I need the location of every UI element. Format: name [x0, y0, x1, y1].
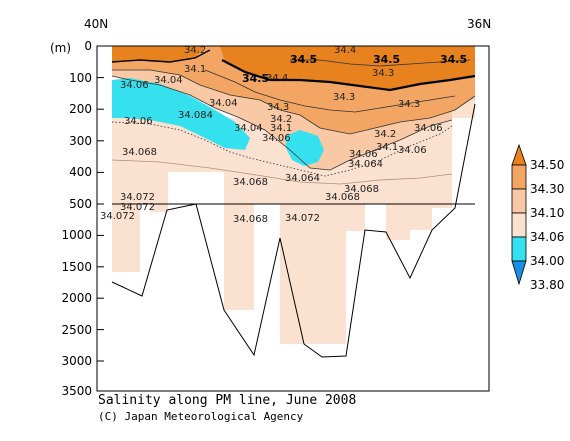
chart-credit: (C) Japan Meteorological Agency [98, 410, 304, 423]
contour-label: 34.04 [209, 98, 238, 109]
colorbar-band-34-30 [511, 164, 527, 190]
contour-label: 34.084 [178, 110, 213, 121]
fill-dark-orange-left [112, 46, 205, 62]
colorbar-label-34-10: 34.10 [530, 206, 564, 220]
contour-label: 34.072 [120, 192, 155, 203]
colorbar-cap-bottom [511, 260, 527, 286]
x-tick-right: 36N [467, 17, 491, 31]
fill-cyan-pool-left [112, 78, 250, 150]
contour-34-3 [112, 69, 476, 135]
contour-label: 34.1 [376, 142, 398, 153]
colorbar-band-34-06 [511, 212, 527, 238]
y-tick-label-0: 0 [84, 39, 92, 53]
colorbar-label-33-80: 33.80 [530, 278, 564, 292]
plot-frame [96, 45, 490, 392]
contour-label: 34.06 [120, 80, 149, 91]
colorbar-label-34-06: 34.06 [530, 230, 564, 244]
contour-label: 34.072 [100, 211, 135, 222]
fill-pale-lower-col7 [410, 204, 432, 230]
contour-label: 34.2 [270, 114, 292, 125]
y-tick-labels: 0 100 200 300 400 500 1000 1500 2000 250… [61, 39, 92, 398]
fill-pale-lower-col4 [280, 204, 346, 344]
y-tick-label-500: 500 [69, 197, 92, 211]
contour-label: 34.3 [267, 102, 289, 113]
contour-label: 34.072 [285, 213, 320, 224]
contour-label: 34.5 [242, 72, 269, 85]
contour-label: 34.06 [349, 149, 378, 160]
contour-label: 34.06 [414, 123, 443, 134]
colorbar-label-34-30: 34.30 [530, 182, 564, 196]
y-tick-label-3000: 3000 [61, 354, 92, 368]
colorbar-label-34-00: 34.00 [530, 254, 564, 268]
contour-label: 34.068 [122, 147, 157, 158]
colorbar-band-34-10 [511, 188, 527, 214]
contour-label: 34.2 [184, 45, 206, 56]
contour-34-4 [290, 59, 471, 67]
colorbar-cap-top [511, 143, 527, 166]
contour-label: 34.068 [325, 192, 360, 203]
bottom-topography [111, 103, 476, 358]
y-tick-label-300: 300 [69, 134, 92, 148]
contour-34-06-dotted [111, 121, 453, 177]
x-tick-left: 40N [84, 17, 108, 31]
y-tick-label-1500: 1500 [61, 260, 92, 274]
contour-label: 34.2 [374, 129, 396, 140]
contour-label: 34.5 [290, 53, 317, 66]
contour-label: 34.068 [233, 177, 268, 188]
contour-34-5 [221, 59, 476, 92]
contour-34-2 [204, 69, 456, 113]
contour-label: 34.04 [154, 75, 183, 86]
contour-label: 34.5 [373, 53, 400, 66]
contour-lines [111, 49, 476, 185]
y-tick-label-400: 400 [69, 165, 92, 179]
colorbar-band-34-00 [511, 236, 527, 262]
contour-label: 34.068 [233, 214, 268, 225]
y-tick-label-1000: 1000 [61, 228, 92, 242]
contour-34-068 [111, 159, 453, 185]
contour-34-1 [111, 75, 453, 171]
contour-label: 34.06 [398, 145, 427, 156]
colorbar-label-34-50: 34.50 [530, 158, 564, 172]
fill-cyan-pool-center [286, 130, 324, 166]
contour-labels: 34.2 34.4 34.5 34.5 34.5 34.1 34.3 34.5 … [100, 45, 467, 225]
salinity-fill-layers [112, 46, 475, 344]
contour-label: 34.064 [285, 173, 320, 184]
fill-blank-2 [254, 238, 280, 310]
contour-label: 34.1 [270, 123, 292, 134]
contour-label: 34.04 [234, 123, 263, 134]
contour-label: 34.072 [120, 202, 155, 213]
contour-label: 34.3 [333, 92, 355, 103]
contour-label: 34.06 [124, 116, 153, 127]
y-tick-label-100: 100 [69, 71, 92, 85]
fill-pale-lower-col2 [150, 204, 168, 212]
y-tick-label-3500: 3500 [61, 384, 92, 398]
contour-label: 34.4 [334, 45, 356, 56]
fill-pale-lower-col5 [346, 204, 365, 231]
y-tick-label-2500: 2500 [61, 323, 92, 337]
contour-label: 34.068 [344, 184, 379, 195]
contour-label: 34.5 [440, 53, 467, 66]
fill-pale-lower-col1 [112, 204, 140, 272]
contour-34-5-left [111, 49, 211, 63]
fill-pale-lower-col6 [386, 204, 410, 240]
y-axis-label: (m) [50, 41, 71, 55]
contour-label: 34.3 [372, 68, 394, 79]
y-tick-label-2000: 2000 [61, 291, 92, 305]
contour-label: 34.3 [398, 99, 420, 110]
fill-blank-1 [168, 172, 224, 204]
contour-label: 34.4 [266, 73, 288, 84]
fill-pale-lower-col3 [224, 204, 254, 310]
contour-label: 34.064 [348, 159, 383, 170]
contour-label: 34.06 [262, 133, 291, 144]
colorbar: 34.50 34.30 34.10 34.06 34.00 33.80 [511, 143, 564, 292]
chart-title: Salinity along PM line, June 2008 [98, 393, 357, 408]
y-axis-upper [97, 45, 104, 392]
y-tick-label-200: 200 [69, 102, 92, 116]
contour-label: 34.1 [184, 64, 206, 75]
